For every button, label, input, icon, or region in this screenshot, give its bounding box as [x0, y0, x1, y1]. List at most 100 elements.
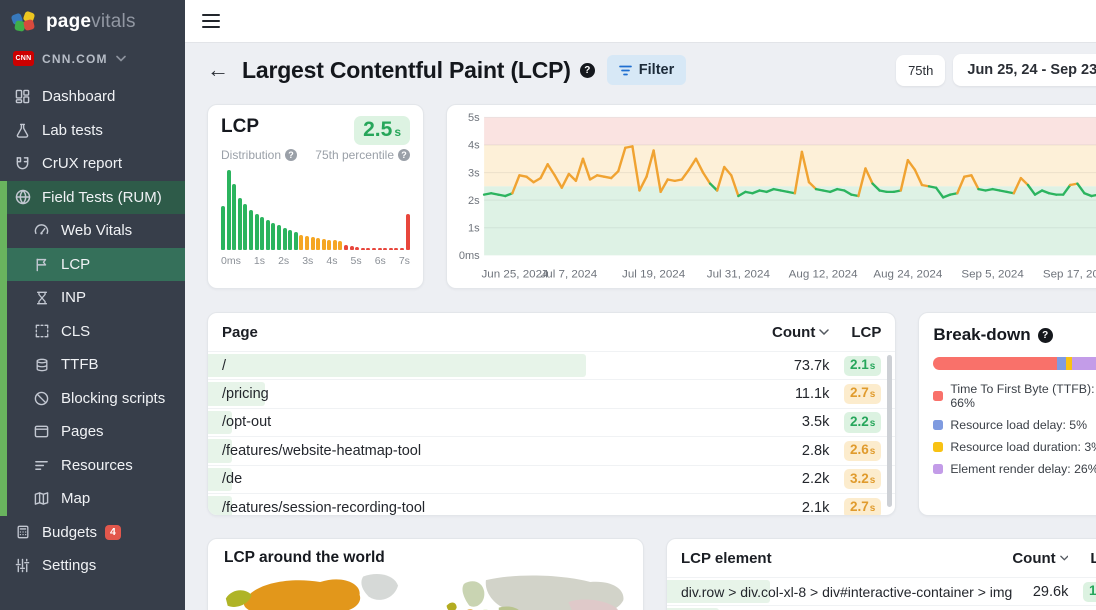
row-count: 29.6k: [1012, 584, 1068, 600]
legend-item: Time To First Byte (TTFB): 66%: [933, 382, 1096, 410]
map-icon: [33, 490, 50, 507]
svg-text:2s: 2s: [468, 195, 480, 207]
sidebar-item-label: Resources: [61, 457, 133, 474]
help-icon[interactable]: [1038, 328, 1053, 343]
breakdown-title: Break-down: [933, 325, 1030, 345]
svg-text:Jul 31, 2024: Jul 31, 2024: [707, 269, 770, 281]
lcp-distribution-histogram: [221, 170, 410, 250]
sidebar-item-label: CrUX report: [42, 155, 122, 172]
sidebar-item-label: Budgets: [42, 524, 97, 541]
table-row[interactable]: /features/website-heatmap-tool2.8k2.6s: [208, 436, 895, 464]
sidebar-item-ttfb[interactable]: TTFB: [0, 348, 185, 382]
field-tests-icon: [14, 189, 31, 206]
pages-icon: [33, 423, 50, 440]
legend-label: Resource load duration: 3%: [950, 440, 1096, 454]
sidebar-item-settings[interactable]: Settings: [0, 549, 185, 583]
sidebar-item-label: Pages: [61, 423, 104, 440]
lcp-value-badge: 2.5s: [354, 116, 410, 145]
sidebar-item-lcp[interactable]: LCP: [0, 248, 185, 282]
site-label: CNN.COM: [42, 52, 108, 66]
col-count-sort[interactable]: Count: [755, 324, 829, 341]
svg-text:Jul 7, 2024: Jul 7, 2024: [541, 269, 598, 281]
pagevitals-logo-icon: [10, 9, 38, 35]
svg-text:Jul 19, 2024: Jul 19, 2024: [622, 269, 685, 281]
sidebar-item-label: Field Tests (RUM): [42, 189, 162, 206]
world-map-title: LCP around the world: [224, 549, 627, 567]
table-row[interactable]: /opt-out3.5k2.2s: [208, 408, 895, 436]
sidebar-item-pages[interactable]: Pages: [0, 415, 185, 449]
date-range-selector[interactable]: Jun 25, 24 - Sep 23, 24: [953, 54, 1096, 86]
table-row[interactable]: div.row > div.col-lg-6 > h4 > p15k2.6s: [667, 605, 1096, 610]
sidebar-item-blocking-scripts[interactable]: Blocking scripts: [0, 382, 185, 416]
table-row[interactable]: /73.7k2.1s: [208, 351, 895, 379]
legend-item: Element render delay: 26%: [933, 462, 1096, 476]
table-row[interactable]: /pricing11.1k2.7s: [208, 379, 895, 407]
sidebar-item-lab-tests[interactable]: Lab tests: [0, 114, 185, 148]
menu-toggle-icon[interactable]: [200, 10, 222, 33]
breakdown-stacked-bar: [933, 357, 1096, 370]
sidebar: pagevitals CNN CNN.COM DashboardLab test…: [0, 0, 185, 610]
sidebar-item-cls[interactable]: CLS: [0, 315, 185, 349]
table-row[interactable]: /de2.2k3.2s: [208, 465, 895, 493]
legend-swatch-icon: [933, 442, 943, 452]
sidebar-item-web-vitals[interactable]: Web Vitals: [0, 214, 185, 248]
lcp-timeseries-card: 0ms1s2s3s4s5sJun 25, 2024Jul 7, 2024Jul …: [446, 104, 1096, 289]
sidebar-item-inp[interactable]: INP: [0, 281, 185, 315]
settings-icon: [14, 557, 31, 574]
row-label: /pricing: [222, 386, 755, 402]
sidebar-nav: DashboardLab tests CrUX report Field Tests…: [0, 80, 185, 583]
help-icon[interactable]: [580, 63, 595, 78]
legend-swatch-icon: [933, 420, 943, 430]
table-scrollbar[interactable]: [887, 355, 892, 507]
chevron-down-icon: [819, 329, 829, 335]
app-logo: pagevitals: [0, 0, 185, 43]
lcp-summary-card: LCP 2.5s Distribution 75th percentile 0m…: [207, 104, 424, 289]
inp-icon: [33, 289, 50, 306]
cls-icon: [33, 323, 50, 340]
lcp-card-title: LCP: [221, 116, 259, 138]
col-lcp: LCP: [1068, 550, 1096, 567]
map-region-canada: [244, 579, 360, 610]
percentile-label: 75th percentile: [315, 148, 394, 162]
sidebar-item-resources[interactable]: Resources: [0, 449, 185, 483]
web-vitals-icon: [33, 222, 50, 239]
table-row[interactable]: div.row > div.col-xl-8 > div#interactive…: [667, 577, 1096, 605]
lcp-badge: 2.7s: [844, 498, 881, 516]
sidebar-item-label: Web Vitals: [61, 222, 132, 239]
breakdown-segment: [933, 357, 1056, 370]
help-icon[interactable]: [285, 149, 297, 161]
sidebar-item-map[interactable]: Map: [0, 482, 185, 516]
row-count: 73.7k: [755, 358, 829, 374]
row-count: 2.1k: [755, 500, 829, 516]
site-selector[interactable]: CNN CNN.COM: [0, 43, 185, 74]
svg-text:3s: 3s: [468, 167, 480, 179]
svg-text:Jun 25, 2024: Jun 25, 2024: [482, 269, 549, 281]
lcp-badge: 2.6s: [844, 441, 881, 461]
help-icon[interactable]: [398, 149, 410, 161]
col-lcp-element: LCP element: [681, 550, 1012, 567]
legend-item: Resource load duration: 3%: [933, 440, 1096, 454]
row-label: /features/session-recording-tool: [222, 500, 755, 516]
map-region-greenland: [361, 574, 398, 600]
breakdown-legend: Time To First Byte (TTFB): 66% Resource l…: [933, 382, 1096, 476]
sidebar-item-dashboard[interactable]: Dashboard: [0, 80, 185, 114]
back-button[interactable]: ←: [207, 59, 229, 81]
breakdown-card: Break-down Time To First Byte (TTFB): 66…: [918, 312, 1096, 516]
sidebar-item-crux-report[interactable]: CrUX report: [0, 147, 185, 181]
sidebar-item-label: INP: [61, 289, 86, 306]
percentile-selector[interactable]: 75th: [896, 55, 945, 86]
sidebar-item-label: Map: [61, 490, 90, 507]
svg-text:5s: 5s: [468, 112, 480, 124]
col-count-sort[interactable]: Count: [1012, 550, 1068, 567]
sidebar-item-label: Blocking scripts: [61, 390, 165, 407]
lcp-badge: 2.1s: [844, 356, 881, 376]
row-label: /opt-out: [222, 414, 755, 430]
col-lcp: LCP: [829, 324, 881, 341]
sidebar-item-budgets[interactable]: Budgets4: [0, 516, 185, 550]
lcp-icon: [33, 256, 50, 273]
svg-text:Sep 5, 2024: Sep 5, 2024: [961, 269, 1023, 281]
table-row[interactable]: /features/session-recording-tool2.1k 2.7s: [208, 493, 895, 516]
filter-button[interactable]: Filter: [607, 55, 686, 85]
sidebar-item-field-tests[interactable]: Field Tests (RUM): [0, 181, 185, 215]
map-region-scandinavia: [462, 581, 484, 607]
